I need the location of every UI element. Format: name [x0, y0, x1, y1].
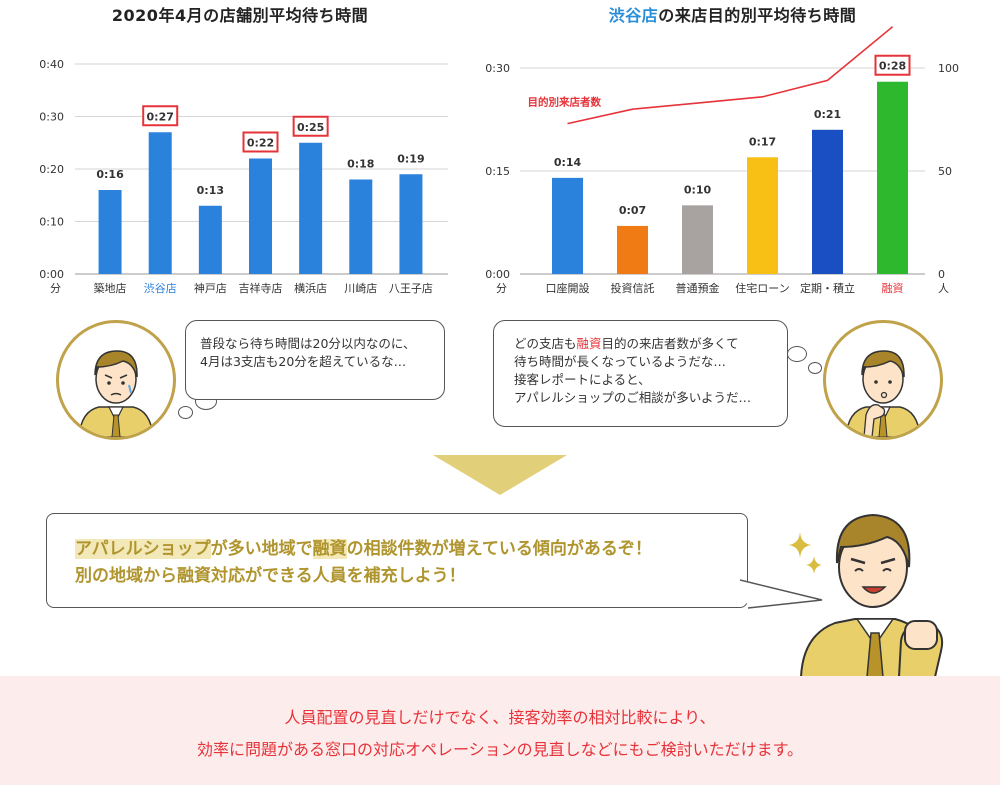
y-tick-label: 0:00 — [39, 268, 64, 281]
data-label: 0:14 — [554, 156, 582, 169]
y2-tick-label: 100 — [938, 62, 959, 75]
right-chart-title: 渋谷店の来店目的別平均待ち時間 — [500, 2, 965, 26]
footer-banner: 人員配置の見直しだけでなく、接客効率の相対比較により、 効率に問題がある窓口の対… — [0, 676, 1000, 785]
data-label: 0:07 — [619, 204, 646, 217]
x-tick-label: 神戸店 — [194, 281, 227, 295]
bar — [299, 142, 323, 274]
x-tick-label: 八王子店 — [389, 281, 433, 295]
worried-man-icon — [56, 320, 176, 440]
bubble-tail — [740, 579, 823, 609]
footer-line: 効率に問題がある窓口の対応オペレーションの見直しなどにもご検討いただけます。 — [196, 740, 804, 759]
x-tick-label: 融資 — [882, 282, 904, 295]
value-label-highlight-box — [874, 54, 911, 76]
y2-tick-label: 50 — [938, 165, 952, 178]
x-tick-label: 川崎店 — [344, 281, 377, 295]
value-label-highlight-box — [142, 105, 179, 127]
bar — [617, 225, 648, 274]
data-label: 0:19 — [397, 152, 424, 165]
y-tick-label: 0:20 — [39, 163, 64, 176]
conclusion-line: アパレルショップが多い地域で融資の相談件数が増えている傾向があるぞ！ — [75, 539, 652, 559]
x-tick-label: 吉祥寺店 — [239, 281, 283, 295]
y-tick-label: 0:30 — [485, 62, 510, 75]
bar — [682, 205, 713, 274]
bubble-line: 4月は3支店も20分を超えているな… — [200, 354, 407, 369]
left-chart-title: 2020年4月の店舗別平均待ち時間 — [111, 6, 369, 25]
conclusion-speech-bubble: アパレルショップが多い地域で融資の相談件数が増えている傾向があるぞ！ 別の地域か… — [46, 513, 748, 608]
value-label-highlight-box — [292, 115, 329, 137]
series-label: 目的別来店者数 — [528, 96, 602, 109]
down-arrow-icon — [433, 455, 567, 495]
bubble-line: アパレルショップのご相談が多いようだ… — [514, 390, 752, 405]
data-label: 0:16 — [96, 168, 124, 181]
data-label: 0:10 — [684, 183, 712, 196]
bubble-line: 接客レポートによると、 — [514, 372, 651, 387]
data-label: 0:18 — [347, 158, 374, 171]
right-chart-title-rest: の来店目的別平均待ち時間 — [658, 6, 857, 25]
bar — [399, 174, 423, 274]
x-tick-label: 渋谷店 — [144, 281, 177, 295]
series-line — [567, 26, 894, 125]
x-tick-label: 住宅ローン — [735, 281, 789, 295]
x-tick-label: 定期・積立 — [800, 281, 855, 295]
bar — [249, 158, 272, 274]
bar — [552, 177, 583, 274]
y-tick-label: 0:10 — [39, 216, 64, 229]
y2-unit-label: 人 — [938, 282, 949, 295]
bubble-line: 待ち時間が長くなっているようだな… — [514, 354, 726, 369]
left-speech-bubble: 普段なら待ち時間は20分以内なのに、 4月は3支店も20分を超えているな… — [185, 320, 445, 400]
right-chart-title-store: 渋谷店 — [608, 6, 659, 25]
bar — [349, 179, 373, 274]
sparkle-icon — [788, 532, 822, 574]
thought-dot — [787, 346, 807, 362]
x-tick-label: 投資信託 — [611, 281, 655, 295]
data-label: 0:25 — [297, 121, 324, 134]
bar — [198, 205, 222, 274]
y-unit-label: 分 — [496, 282, 507, 295]
bar — [98, 190, 122, 274]
bubble-line: 普段なら待ち時間は20分以内なのに、 — [200, 336, 416, 351]
bar — [877, 81, 908, 274]
conclusion-line: 別の地域から融資対応ができる人員を補充しよう！ — [75, 566, 466, 586]
data-label: 0:13 — [197, 184, 224, 197]
y-tick-label: 0:15 — [485, 165, 510, 178]
data-label: 0:22 — [247, 137, 274, 150]
y-unit-label: 分 — [50, 282, 61, 295]
data-label: 0:28 — [879, 60, 906, 73]
x-tick-label: 口座開設 — [546, 281, 590, 295]
y-tick-label: 0:40 — [39, 58, 64, 71]
value-label-highlight-box — [242, 131, 279, 153]
data-label: 0:27 — [147, 110, 174, 123]
bubble-line: どの支店も融資目的の来店者数が多くて — [514, 336, 739, 351]
y-tick-label: 0:00 — [485, 268, 510, 281]
y2-tick-label: 0 — [938, 268, 945, 281]
right-speech-bubble: どの支店も融資目的の来店者数が多くて 待ち時間が長くなっているようだな… 接客レ… — [493, 320, 788, 427]
footer-line: 人員配置の見直しだけでなく、接客効率の相対比較により、 — [284, 708, 716, 727]
y-tick-label: 0:30 — [39, 111, 64, 124]
thought-dot — [808, 362, 822, 374]
bar — [148, 132, 172, 274]
x-tick-label: 普通預金 — [676, 281, 720, 295]
data-label: 0:21 — [814, 108, 841, 121]
bar — [812, 129, 843, 274]
bar — [747, 157, 778, 274]
data-label: 0:17 — [749, 135, 776, 148]
x-tick-label: 横浜店 — [294, 281, 327, 295]
charts-canvas: 0:00 0:10 0:20 0:30 0:40 分 0:16 築地店 0:27 渋谷店 0:13 神… — [39, 26, 959, 295]
x-tick-label: 築地店 — [94, 281, 127, 295]
excited-man-icon — [799, 513, 944, 677]
thought-dot — [178, 406, 193, 419]
thinking-man-icon — [823, 320, 943, 440]
